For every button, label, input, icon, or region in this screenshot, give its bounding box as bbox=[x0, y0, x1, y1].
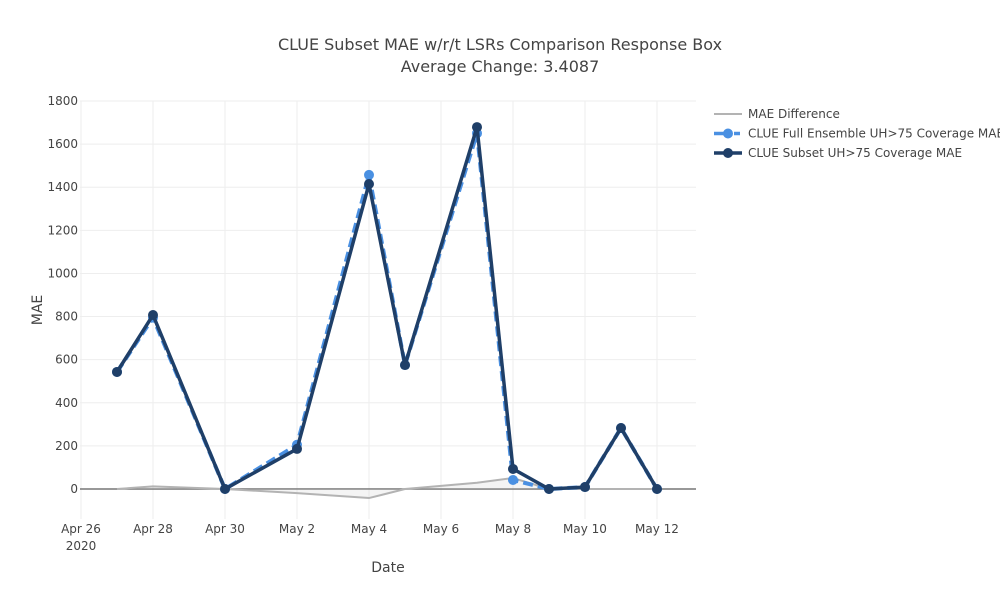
legend-marker bbox=[723, 128, 733, 139]
x-tick-label: May 2 bbox=[279, 522, 315, 536]
x-tick-label: Apr 26 bbox=[61, 522, 101, 536]
x-tick-label: May 4 bbox=[351, 522, 387, 536]
chart-subtitle: Average Change: 3.4087 bbox=[401, 57, 600, 76]
y-tick-label: 600 bbox=[55, 353, 78, 367]
data-point bbox=[220, 484, 230, 494]
x-tick-label: Apr 28 bbox=[133, 522, 173, 536]
x-tick-sublabel: 2020 bbox=[66, 539, 97, 553]
mae-difference-area bbox=[117, 478, 657, 499]
y-tick-label: 1800 bbox=[47, 94, 78, 108]
data-point bbox=[580, 482, 590, 493]
y-tick-label: 1200 bbox=[47, 223, 78, 237]
y-axis-label: MAE bbox=[30, 295, 46, 326]
y-tick-label: 200 bbox=[55, 439, 78, 453]
legend-label: MAE Difference bbox=[748, 107, 840, 121]
legend-label: CLUE Subset UH>75 Coverage MAE bbox=[748, 146, 962, 160]
legend-marker bbox=[723, 148, 733, 158]
data-point bbox=[472, 122, 482, 133]
x-tick-label: May 12 bbox=[635, 522, 679, 536]
y-tick-label: 1000 bbox=[47, 266, 78, 280]
y-tick-label: 1400 bbox=[47, 180, 78, 194]
series-line-mae-difference bbox=[116, 476, 657, 500]
data-point bbox=[148, 310, 158, 321]
x-axis-label: Date bbox=[371, 560, 404, 576]
data-point bbox=[544, 484, 554, 494]
series-line-2 bbox=[115, 126, 659, 492]
x-tick-label: May 10 bbox=[563, 522, 607, 536]
data-point bbox=[112, 366, 122, 377]
x-tick-label: Apr 30 bbox=[205, 522, 245, 536]
data-point bbox=[508, 463, 518, 474]
chart-title: CLUE Subset MAE w/r/t LSRs Comparison Re… bbox=[278, 35, 722, 54]
data-point bbox=[652, 484, 662, 494]
y-tick-label: 0 bbox=[70, 482, 78, 496]
x-tick-label: May 8 bbox=[495, 522, 531, 536]
data-point bbox=[364, 169, 374, 180]
data-point bbox=[364, 178, 374, 189]
legend-label: CLUE Full Ensemble UH>75 Coverage MAE bbox=[748, 127, 1000, 141]
y-tick-label: 800 bbox=[55, 310, 78, 324]
data-point bbox=[292, 443, 302, 454]
y-tick-label: 1600 bbox=[47, 137, 78, 151]
series-line-1 bbox=[115, 132, 659, 492]
data-point bbox=[616, 422, 626, 433]
y-tick-label: 400 bbox=[55, 396, 78, 410]
x-tick-label: May 6 bbox=[423, 522, 459, 536]
data-point bbox=[508, 474, 518, 485]
data-point bbox=[400, 360, 410, 371]
